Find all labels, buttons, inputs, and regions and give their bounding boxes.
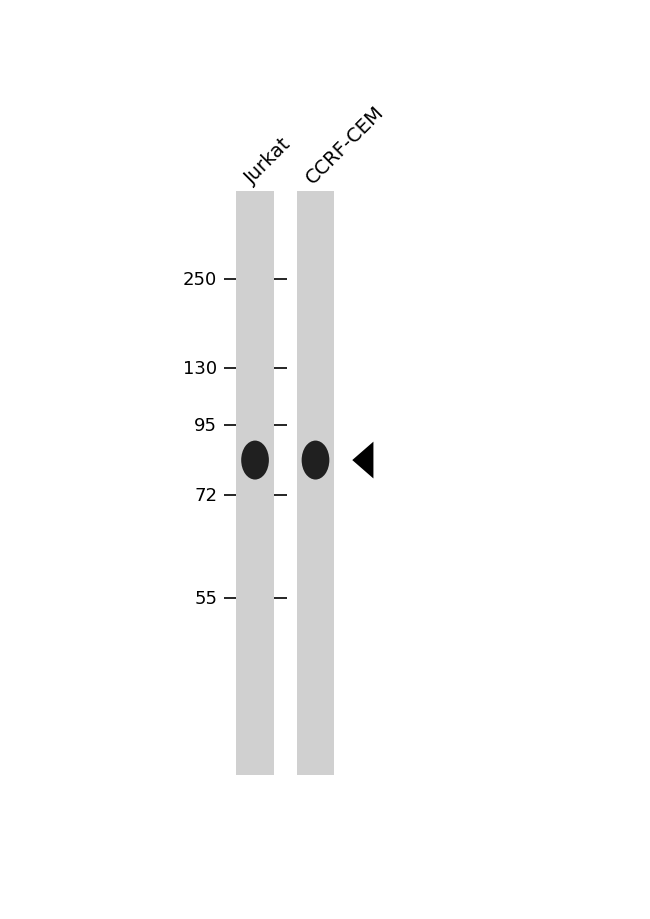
Text: 55: 55: [194, 590, 217, 607]
Text: CCRF-CEM: CCRF-CEM: [302, 103, 387, 188]
Bar: [296, 192, 334, 776]
Text: 95: 95: [194, 416, 217, 434]
Ellipse shape: [302, 441, 330, 480]
Bar: [236, 192, 274, 776]
Text: 130: 130: [183, 359, 217, 378]
Polygon shape: [352, 442, 373, 479]
Text: Jurkat: Jurkat: [242, 135, 295, 188]
Ellipse shape: [241, 441, 269, 480]
Text: 72: 72: [194, 487, 217, 505]
Text: 250: 250: [183, 271, 217, 289]
